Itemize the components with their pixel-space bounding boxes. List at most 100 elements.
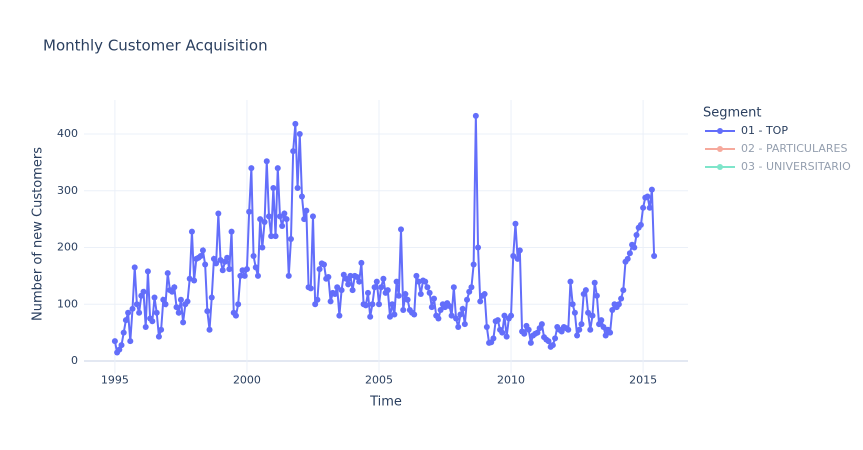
data-point [127,338,134,345]
data-point [422,278,429,285]
data-point [602,332,609,339]
data-point [202,261,209,268]
data-point [589,312,596,319]
data-point [274,165,281,172]
data-point [435,315,442,322]
data-point [503,333,510,340]
data-point [607,329,614,336]
data-point [338,287,345,294]
data-point [466,288,473,295]
data-point [494,317,501,324]
data-point [428,304,435,311]
data-point [367,313,374,320]
data-point [470,261,477,268]
data-point [226,266,233,273]
data-point [270,184,277,191]
data-point [268,233,275,240]
data-point [232,312,239,319]
data-point [609,306,616,313]
data-point [294,184,301,191]
data-point [325,274,332,281]
data-point [215,210,222,217]
data-point [279,222,286,229]
data-point [250,253,257,260]
data-point [254,272,261,279]
data-point [358,259,365,266]
data-point [298,193,305,200]
data-point [158,326,165,333]
data-point [651,253,658,260]
data-point [316,266,323,273]
data-point [131,264,138,271]
data-point [569,301,576,308]
data-point [475,244,482,251]
data-point [140,288,147,295]
data-point [648,186,655,193]
data-point [567,278,574,285]
data-point [431,295,438,302]
data-point [118,342,125,349]
data-point [450,284,457,291]
data-point [633,232,640,239]
data-point [149,318,156,325]
data-point [283,216,290,223]
data-point [208,294,215,301]
data-point [525,326,532,333]
y-tick-label: 0 [71,354,78,367]
data-point [600,323,607,330]
plot-area [111,112,658,356]
data-point [521,330,528,337]
x-tick-label: 1995 [101,374,129,387]
data-point [248,165,255,172]
data-point [235,301,242,308]
data-point [393,278,400,285]
legend-item[interactable]: 02 - PARTICULARES [705,142,847,155]
data-point [259,244,266,251]
legend-label: 01 - TOP [741,124,788,137]
data-point [624,255,631,262]
data-point [111,338,118,345]
data-point [587,326,594,333]
data-point [257,216,264,223]
data-point [574,332,581,339]
x-tick-label: 2015 [629,374,657,387]
data-point [538,321,545,328]
y-tick-label: 300 [57,184,78,197]
grid [84,100,688,374]
data-point [142,323,149,330]
data-point [180,319,187,326]
data-point [307,285,314,292]
data-point [464,296,471,303]
data-point [618,295,625,302]
data-point [508,312,515,319]
data-point [417,291,424,298]
data-point [292,120,299,127]
data-point [296,131,303,138]
x-tick-label: 2000 [233,374,261,387]
data-point [552,335,559,342]
data-point [136,309,143,316]
data-point [413,272,420,279]
data-point [598,317,605,324]
data-point [153,309,160,316]
data-point [457,311,464,318]
data-point [398,226,405,233]
data-point [162,301,169,308]
data-point [490,335,497,342]
data-point [376,301,383,308]
data-point [125,309,132,316]
data-point [336,312,343,319]
data-point [175,309,182,316]
x-tick-label: 2010 [497,374,525,387]
data-point [224,254,231,261]
data-point [237,272,244,279]
legend-item[interactable]: 03 - UNIVERSITARIO [705,160,851,173]
data-point [177,296,184,303]
data-point [461,321,468,328]
data-point [369,301,376,308]
series-line [113,115,656,355]
data-point [565,326,572,333]
legend-item[interactable]: 01 - TOP [705,124,788,137]
